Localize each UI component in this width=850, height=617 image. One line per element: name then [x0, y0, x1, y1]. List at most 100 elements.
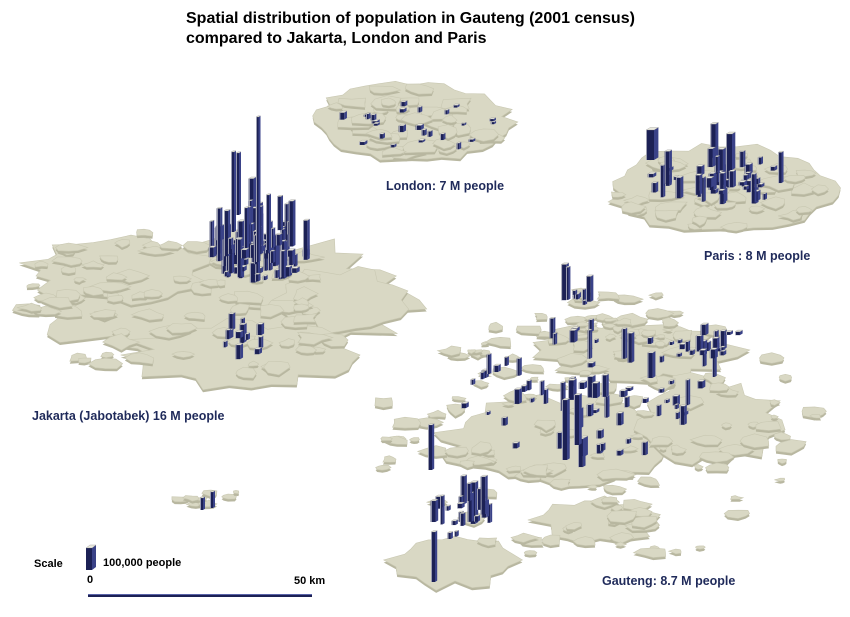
jakarta-bar	[269, 249, 276, 263]
london-patch	[369, 85, 402, 96]
jakarta-bar	[275, 233, 283, 246]
jakarta-patch	[80, 260, 105, 271]
paris-patch	[691, 215, 708, 229]
gauteng-patch	[533, 419, 556, 434]
gauteng-patch	[755, 421, 782, 433]
gauteng-patch	[667, 548, 682, 557]
jakarta-patch	[106, 294, 124, 305]
gauteng-patch	[501, 402, 516, 409]
jakarta-patch	[171, 351, 196, 360]
jakarta-patch	[259, 304, 285, 320]
jakarta-patch	[247, 360, 260, 369]
gauteng-patch	[709, 382, 730, 394]
gauteng-bar	[470, 378, 476, 385]
gauteng-bar	[698, 348, 708, 356]
gauteng-bar	[456, 502, 466, 509]
gauteng-bar	[684, 340, 691, 352]
paris-bar	[757, 156, 764, 165]
gauteng-bar	[657, 387, 665, 393]
gauteng-bar	[578, 380, 588, 389]
gauteng-patch	[556, 353, 589, 368]
gauteng-patch	[606, 510, 637, 526]
london-patch	[400, 112, 434, 127]
london-patch	[402, 138, 438, 156]
jakarta-patch	[198, 278, 219, 289]
gauteng-bar	[593, 338, 600, 344]
paris-bar	[659, 164, 666, 198]
paris-bar	[742, 185, 750, 190]
jakarta-patch	[233, 290, 264, 306]
london-bar	[468, 137, 476, 142]
jakarta-patch	[87, 357, 124, 372]
gauteng-patch	[635, 410, 656, 419]
jakarta-bar	[287, 199, 296, 247]
jakarta-patch	[83, 286, 105, 298]
jakarta-bar	[273, 268, 281, 278]
gauteng-bar	[479, 371, 486, 380]
gauteng-bar	[615, 449, 624, 456]
paris-patch	[719, 221, 748, 234]
jakarta-bar	[230, 150, 237, 232]
gauteng-bar	[561, 398, 571, 460]
jakarta-bar	[208, 245, 217, 258]
london-patch	[441, 114, 458, 126]
paris-patch	[782, 174, 806, 185]
jakarta-patch	[136, 228, 154, 239]
london-patch	[404, 83, 435, 97]
gauteng-patch	[689, 434, 723, 448]
gauteng-bar	[565, 266, 571, 300]
jakarta-patch	[89, 309, 116, 320]
jakarta-patch	[165, 322, 198, 336]
gauteng-bar	[453, 530, 460, 537]
gauteng-bar	[529, 397, 536, 403]
jakarta-patch	[218, 293, 238, 304]
gauteng-bar	[430, 530, 438, 582]
gauteng-north-patch	[654, 340, 666, 349]
gauteng-bar	[621, 327, 628, 359]
gauteng-bar	[485, 410, 492, 415]
gauteng-patch	[648, 436, 674, 448]
london-patch	[337, 97, 366, 110]
jakarta-patch	[278, 338, 295, 349]
gauteng-patch	[484, 336, 512, 350]
gauteng-bar	[625, 437, 632, 444]
gauteng-bar	[486, 353, 492, 375]
outlier-patch	[182, 495, 200, 504]
london-label: London: 7 M people	[386, 179, 505, 193]
gauteng-patch	[444, 446, 469, 459]
gauteng-patch	[591, 365, 611, 375]
gauteng-patch	[730, 495, 745, 502]
gauteng-bar	[571, 289, 578, 295]
gauteng-bar	[552, 332, 558, 345]
gauteng-bar	[539, 380, 545, 396]
jakarta-patch	[297, 332, 334, 347]
gauteng-patch	[488, 321, 503, 334]
scale-bar-unit-label: 100,000 people	[103, 557, 182, 569]
gauteng-patch	[602, 484, 628, 496]
jakarta-label: Jakarta (Jabotabek) 16 M people	[32, 409, 225, 423]
jakarta-bar	[235, 151, 242, 215]
gauteng-patch	[777, 458, 787, 467]
jakarta-patch	[55, 242, 89, 254]
gauteng-patch	[775, 439, 807, 456]
gauteng-bar	[719, 345, 726, 351]
paris-bar	[761, 192, 768, 200]
gauteng-patch	[770, 414, 779, 422]
jakarta-patch	[40, 297, 74, 311]
jakarta-bar	[253, 347, 263, 355]
jakarta-patch	[73, 277, 88, 285]
gauteng-patch	[426, 409, 447, 420]
paris-bar	[742, 173, 750, 180]
london-bar	[399, 100, 408, 107]
london-patch	[365, 128, 393, 141]
paris-bar	[744, 162, 754, 174]
gauteng-bar	[599, 442, 606, 451]
jakarta-bar	[254, 272, 262, 282]
paris-patch	[795, 205, 813, 216]
paris-patch	[748, 205, 766, 215]
gauteng-patch	[631, 516, 658, 530]
gauteng-bar	[596, 428, 605, 439]
gauteng-bar	[568, 328, 579, 343]
paris-bar	[663, 149, 673, 184]
scale-label: Scale	[34, 558, 63, 570]
